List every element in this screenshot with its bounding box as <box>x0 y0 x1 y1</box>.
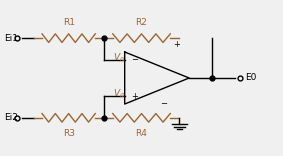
Text: Ei2: Ei2 <box>4 113 18 122</box>
Text: −: − <box>131 55 138 64</box>
Text: Ei1: Ei1 <box>4 34 18 43</box>
Text: R3: R3 <box>63 129 75 138</box>
Text: $\mathit{V}_{i2}$: $\mathit{V}_{i2}$ <box>113 87 127 100</box>
Text: +: + <box>131 92 138 101</box>
Text: $\mathit{V}_{i1}$: $\mathit{V}_{i1}$ <box>113 52 127 64</box>
Text: R2: R2 <box>136 18 147 27</box>
Text: +: + <box>173 40 180 49</box>
Text: R4: R4 <box>136 129 147 138</box>
Text: −: − <box>160 100 168 109</box>
Text: R1: R1 <box>63 18 75 27</box>
Text: E0: E0 <box>245 73 257 83</box>
